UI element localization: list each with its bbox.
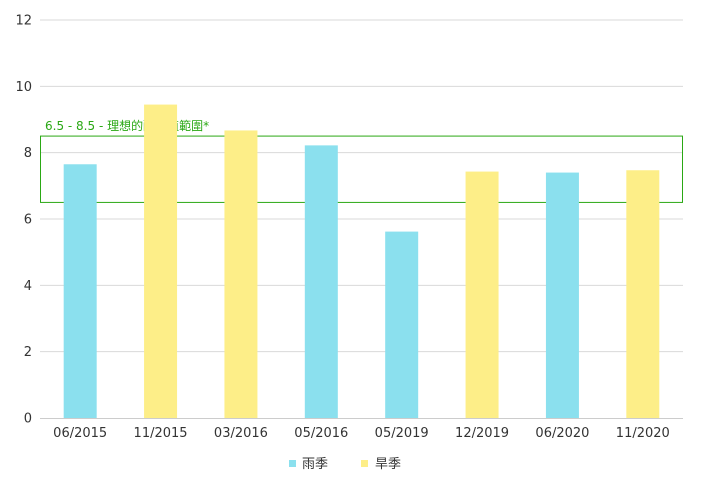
- y-tick-label: 12: [15, 14, 32, 29]
- legend-item-dry[interactable]: 旱季: [361, 457, 401, 472]
- bar-rain-3[interactable]: [304, 145, 338, 418]
- legend-item-rain[interactable]: 雨季: [289, 457, 328, 472]
- bar-rain-0[interactable]: [63, 164, 97, 418]
- y-tick-label: 0: [24, 412, 32, 427]
- grid-lines: [40, 19, 683, 353]
- bars: [63, 104, 660, 418]
- y-tick-label: 2: [24, 345, 32, 360]
- y-tick-label: 6: [24, 213, 32, 228]
- x-tick-label: 05/2016: [294, 426, 348, 441]
- bar-dry-7[interactable]: [626, 170, 660, 418]
- y-tick-label: 4: [24, 279, 32, 294]
- bar-rain-4[interactable]: [385, 231, 419, 418]
- ideal-range-annotation: 6.5 - 8.5 - 理想的酸鹼值範圍*: [40, 118, 683, 203]
- bar-dry-1[interactable]: [144, 104, 178, 418]
- y-tick-label: 8: [24, 146, 32, 161]
- x-tick-label: 12/2019: [455, 426, 509, 441]
- x-tick-label: 11/2015: [134, 426, 188, 441]
- legend: 雨季 旱季: [289, 457, 401, 472]
- legend-label-rain: 雨季: [302, 457, 328, 472]
- ideal-range-label: 6.5 - 8.5 - 理想的酸鹼值範圍*: [45, 118, 209, 133]
- x-tick-label: 05/2019: [375, 426, 429, 441]
- y-axis-tick-labels: 0 2 4 6 8 10 12: [15, 14, 32, 427]
- bar-rain-6[interactable]: [545, 172, 579, 418]
- x-tick-label: 06/2020: [535, 426, 589, 441]
- y-tick-label: 10: [15, 80, 32, 95]
- x-tick-label: 11/2020: [616, 426, 670, 441]
- ideal-range-box: [40, 135, 683, 203]
- legend-swatch-rain: [289, 460, 296, 467]
- bar-dry-5[interactable]: [465, 171, 499, 418]
- x-axis-tick-labels: 06/2015 11/2015 03/2016 05/2016 05/2019 12/20…: [53, 426, 670, 441]
- legend-swatch-dry: [361, 460, 368, 467]
- bar-dry-2[interactable]: [224, 130, 258, 418]
- x-tick-label: 06/2015: [53, 426, 107, 441]
- legend-label-dry: 旱季: [375, 457, 401, 472]
- x-tick-label: 03/2016: [214, 426, 268, 441]
